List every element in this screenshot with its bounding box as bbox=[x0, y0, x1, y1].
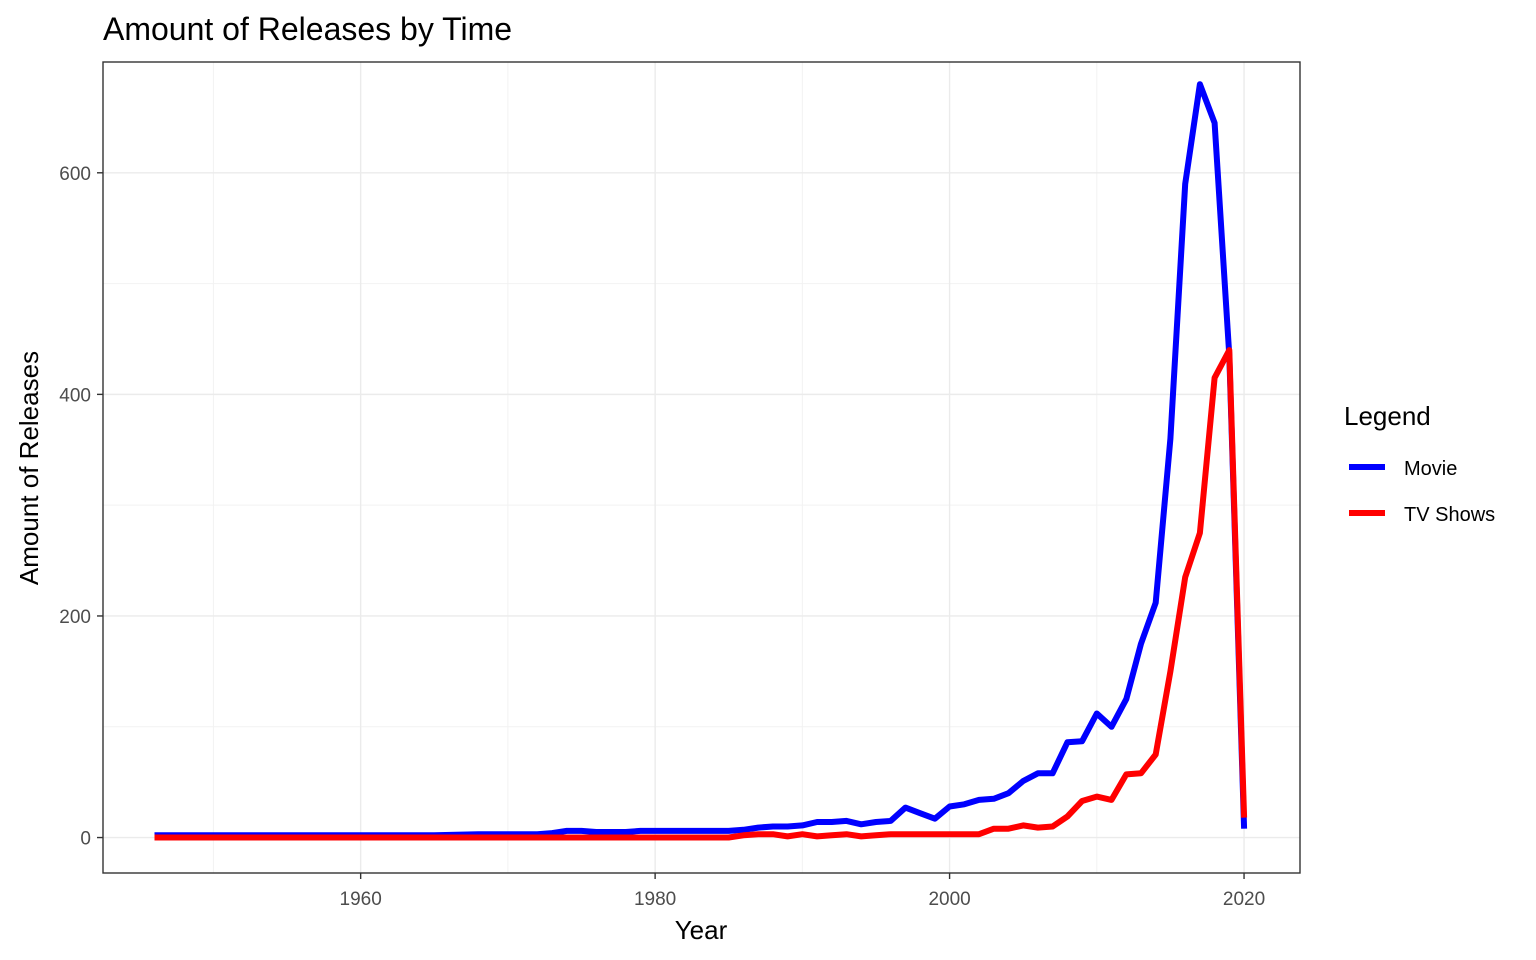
y-tick-label: 200 bbox=[59, 607, 91, 628]
legend-title: Legend bbox=[1344, 401, 1431, 431]
series-lines bbox=[154, 81, 1248, 841]
x-tick-label: 2020 bbox=[1223, 889, 1265, 910]
y-tick-label: 600 bbox=[59, 164, 91, 185]
x-tick-label: 1960 bbox=[340, 889, 382, 910]
y-tick-label: 400 bbox=[59, 385, 91, 406]
y-axis: 0 200 400 600 bbox=[59, 164, 103, 850]
legend: Legend Movie TV Shows bbox=[1344, 401, 1495, 526]
x-axis-title: Year bbox=[675, 915, 728, 945]
legend-label-tv-shows: TV Shows bbox=[1404, 504, 1495, 526]
series-line-tv-shows bbox=[154, 347, 1248, 841]
x-axis: 1960 1980 2000 2020 bbox=[340, 873, 1265, 910]
plot-border bbox=[102, 61, 1301, 874]
series-line-movie bbox=[154, 81, 1248, 839]
plot-panel bbox=[103, 62, 1300, 873]
y-axis-title: Amount of Releases bbox=[14, 351, 44, 585]
legend-label-movie: Movie bbox=[1404, 458, 1457, 480]
x-tick-label: 1980 bbox=[634, 889, 676, 910]
x-tick-label: 2000 bbox=[928, 889, 970, 910]
y-tick-label: 0 bbox=[80, 829, 91, 850]
chart-title: Amount of Releases by Time bbox=[103, 11, 512, 47]
